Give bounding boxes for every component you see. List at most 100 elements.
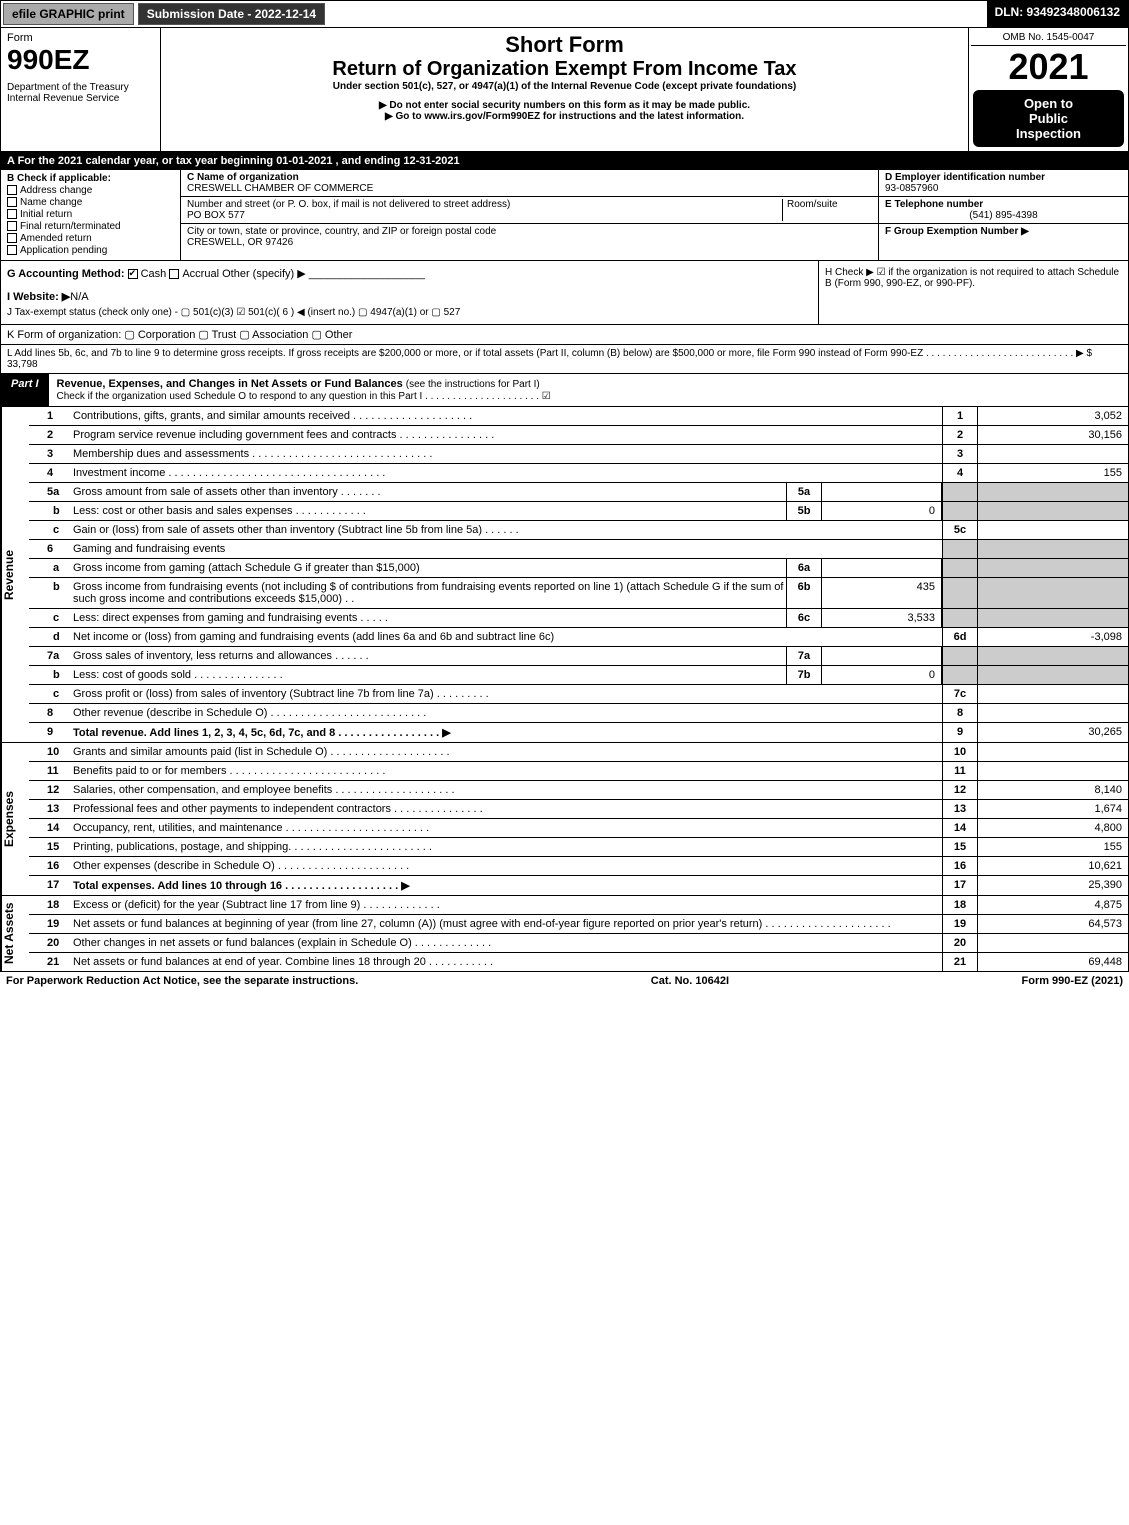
- section-b: B Check if applicable: Address change Na…: [1, 170, 181, 260]
- d-block: D Employer identification number 93-0857…: [879, 170, 1128, 197]
- open-to-public-box: Open to Public Inspection: [973, 90, 1124, 147]
- chk-cash[interactable]: [128, 269, 138, 279]
- revenue-vlabel: Revenue: [1, 407, 29, 742]
- expenses-block: Expenses 10Grants and similar amounts pa…: [0, 743, 1129, 896]
- form-number: 990EZ: [7, 44, 90, 75]
- netassets-block: Net Assets 18Excess or (deficit) for the…: [0, 896, 1129, 972]
- line-6b: bGross income from fundraising events (n…: [29, 578, 1128, 609]
- open-l3: Inspection: [1016, 126, 1081, 141]
- line-16: 16Other expenses (describe in Schedule O…: [29, 857, 1128, 876]
- section-bcdef: B Check if applicable: Address change Na…: [0, 170, 1129, 261]
- c-city-value: CRESWELL, OR 97426: [187, 237, 293, 248]
- expenses-lines: 10Grants and similar amounts paid (list …: [29, 743, 1128, 895]
- section-c: C Name of organization CRESWELL CHAMBER …: [181, 170, 878, 260]
- spacer: [327, 1, 986, 27]
- line-12: 12Salaries, other compensation, and empl…: [29, 781, 1128, 800]
- note-url: ▶ Go to www.irs.gov/Form990EZ for instru…: [167, 111, 962, 122]
- subtitle: Under section 501(c), 527, or 4947(a)(1)…: [167, 81, 962, 92]
- c-addr-label: Number and street (or P. O. box, if mail…: [187, 199, 510, 210]
- d-value: 93-0857960: [885, 183, 938, 194]
- chk-name[interactable]: Name change: [7, 197, 174, 208]
- line-7c: cGross profit or (loss) from sales of in…: [29, 685, 1128, 704]
- line-6d: dNet income or (loss) from gaming and fu…: [29, 628, 1128, 647]
- line-10: 10Grants and similar amounts paid (list …: [29, 743, 1128, 762]
- c-name-value: CRESWELL CHAMBER OF COMMERCE: [187, 183, 373, 194]
- revenue-lines: 1Contributions, gifts, grants, and simil…: [29, 407, 1128, 742]
- part-1-title: Revenue, Expenses, and Changes in Net As…: [49, 374, 1128, 406]
- line-15: 15Printing, publications, postage, and s…: [29, 838, 1128, 857]
- line-5a: 5aGross amount from sale of assets other…: [29, 483, 1128, 502]
- line-4: 4Investment income . . . . . . . . . . .…: [29, 464, 1128, 483]
- header-left: Form 990EZ Department of the Treasury In…: [1, 28, 161, 151]
- line-21: 21Net assets or fund balances at end of …: [29, 953, 1128, 971]
- line-3: 3Membership dues and assessments . . . .…: [29, 445, 1128, 464]
- short-form-title: Short Form: [167, 32, 962, 58]
- line-19: 19Net assets or fund balances at beginni…: [29, 915, 1128, 934]
- header-right: OMB No. 1545-0047 2021 Open to Public In…: [968, 28, 1128, 151]
- dln-label: DLN: 93492348006132: [987, 1, 1128, 27]
- form-word: Form: [7, 32, 154, 44]
- chk-accrual[interactable]: [169, 269, 179, 279]
- footer-right: Form 990-EZ (2021): [1022, 975, 1123, 987]
- line-l: L Add lines 5b, 6c, and 7b to line 9 to …: [0, 345, 1129, 374]
- netassets-vlabel: Net Assets: [1, 896, 29, 971]
- line-k: K Form of organization: ▢ Corporation ▢ …: [0, 325, 1129, 345]
- line-7a: 7aGross sales of inventory, less returns…: [29, 647, 1128, 666]
- line-5c: cGain or (loss) from sale of assets othe…: [29, 521, 1128, 540]
- f-block: F Group Exemption Number ▶: [879, 224, 1128, 239]
- main-title: Return of Organization Exempt From Incom…: [167, 58, 962, 81]
- part-1-header: Part I Revenue, Expenses, and Changes in…: [0, 374, 1129, 407]
- line-5b: bLess: cost or other basis and sales exp…: [29, 502, 1128, 521]
- line-18: 18Excess or (deficit) for the year (Subt…: [29, 896, 1128, 915]
- section-def: D Employer identification number 93-0857…: [878, 170, 1128, 260]
- footer-left: For Paperwork Reduction Act Notice, see …: [6, 975, 358, 987]
- revenue-block: Revenue 1Contributions, gifts, grants, a…: [0, 407, 1129, 743]
- line-a: A For the 2021 calendar year, or tax yea…: [0, 152, 1129, 170]
- line-h: H Check ▶ ☑ if the organization is not r…: [818, 261, 1128, 324]
- dept-line2: Internal Revenue Service: [7, 93, 154, 104]
- line-j: J Tax-exempt status (check only one) - ▢…: [7, 307, 812, 318]
- chk-initial[interactable]: Initial return: [7, 209, 174, 220]
- submission-date-button[interactable]: Submission Date - 2022-12-14: [138, 3, 325, 25]
- c-city-block: City or town, state or province, country…: [181, 224, 878, 250]
- c-name-label: C Name of organization: [187, 172, 299, 183]
- chk-pending[interactable]: Application pending: [7, 245, 174, 256]
- line-14: 14Occupancy, rent, utilities, and mainte…: [29, 819, 1128, 838]
- line-11: 11Benefits paid to or for members . . . …: [29, 762, 1128, 781]
- line-13: 13Professional fees and other payments t…: [29, 800, 1128, 819]
- line-g: G Accounting Method: Cash Accrual Other …: [7, 267, 812, 280]
- line-7b: bLess: cost of goods sold . . . . . . . …: [29, 666, 1128, 685]
- netassets-lines: 18Excess or (deficit) for the year (Subt…: [29, 896, 1128, 971]
- footer: For Paperwork Reduction Act Notice, see …: [0, 972, 1129, 990]
- b-label: B Check if applicable:: [7, 173, 174, 184]
- website-value: N/A: [70, 291, 88, 303]
- e-label: E Telephone number: [885, 199, 983, 210]
- line-i: I Website: ▶N/A: [7, 290, 812, 303]
- room-suite-label: Room/suite: [782, 199, 872, 221]
- part-1-tab: Part I: [1, 374, 49, 406]
- form-header: Form 990EZ Department of the Treasury In…: [0, 28, 1129, 152]
- e-value: (541) 895-4398: [885, 210, 1122, 221]
- dept-line1: Department of the Treasury: [7, 82, 154, 93]
- chk-amended[interactable]: Amended return: [7, 233, 174, 244]
- chk-final[interactable]: Final return/terminated: [7, 221, 174, 232]
- line-17: 17Total expenses. Add lines 10 through 1…: [29, 876, 1128, 895]
- part-1-check: Check if the organization used Schedule …: [57, 391, 551, 402]
- c-addr-block: Number and street (or P. O. box, if mail…: [181, 197, 878, 224]
- c-city-label: City or town, state or province, country…: [187, 226, 496, 237]
- tax-year: 2021: [971, 46, 1126, 88]
- line-2: 2Program service revenue including gover…: [29, 426, 1128, 445]
- line-9: 9Total revenue. Add lines 1, 2, 3, 4, 5c…: [29, 723, 1128, 742]
- chk-address[interactable]: Address change: [7, 185, 174, 196]
- line-8: 8Other revenue (describe in Schedule O) …: [29, 704, 1128, 723]
- note-ssn: ▶ Do not enter social security numbers o…: [167, 100, 962, 111]
- c-name-block: C Name of organization CRESWELL CHAMBER …: [181, 170, 878, 197]
- line-6a: aGross income from gaming (attach Schedu…: [29, 559, 1128, 578]
- line-20: 20Other changes in net assets or fund ba…: [29, 934, 1128, 953]
- e-block: E Telephone number (541) 895-4398: [879, 197, 1128, 224]
- line-1: 1Contributions, gifts, grants, and simil…: [29, 407, 1128, 426]
- efile-print-button[interactable]: efile GRAPHIC print: [3, 3, 134, 25]
- top-bar: efile GRAPHIC print Submission Date - 20…: [0, 0, 1129, 28]
- section-ghij: G Accounting Method: Cash Accrual Other …: [0, 261, 1129, 325]
- line-6: 6Gaming and fundraising events: [29, 540, 1128, 559]
